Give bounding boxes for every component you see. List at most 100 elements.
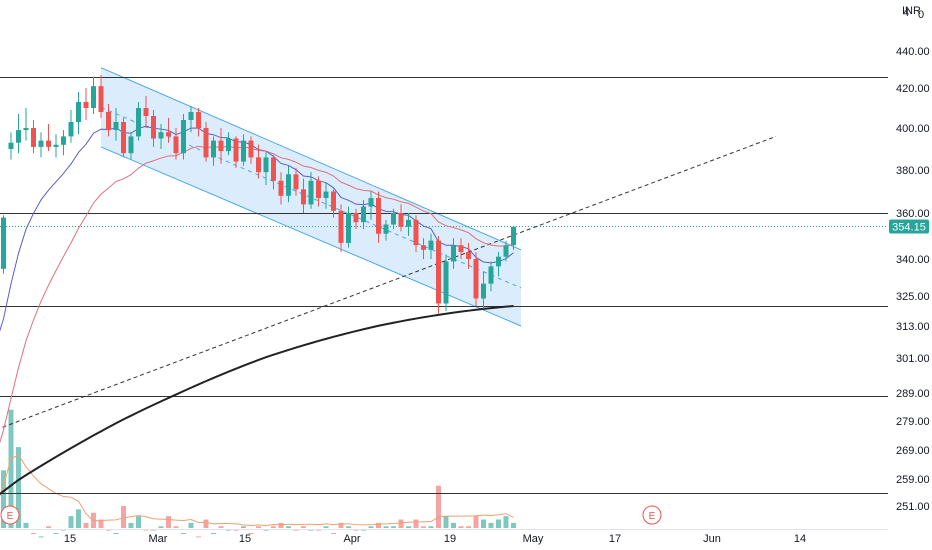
- x-tick-label: Jun: [703, 533, 721, 545]
- volume-bar: [398, 519, 404, 528]
- volume-bar: [241, 526, 246, 528]
- candle-body: [338, 210, 344, 243]
- candle-body: [98, 86, 104, 112]
- candle-body: [346, 213, 351, 243]
- volume-bar: [316, 529, 321, 531]
- candle-body: [361, 206, 366, 223]
- y-tick-label: 313.00: [896, 321, 930, 333]
- candle-body: [166, 132, 171, 137]
- volume-bar: [361, 529, 366, 531]
- volume-bar: [128, 522, 134, 528]
- ema-fast-line: [0, 125, 514, 332]
- y-tick-label: 301.00: [896, 353, 930, 365]
- volume-bar: [76, 509, 81, 528]
- y-axis-panel[interactable]: [888, 0, 932, 530]
- candle-body: [68, 122, 74, 137]
- candle-body: [451, 245, 456, 262]
- earnings-marker-label: E: [7, 511, 14, 522]
- candle-body: [331, 191, 336, 211]
- x-tick-label: 15: [239, 533, 251, 545]
- volume-bar: [383, 526, 389, 528]
- volume-bar: [113, 533, 119, 534]
- volume-bar: [271, 526, 276, 528]
- dashed-trend-line: [0, 135, 777, 429]
- volume-bar: [196, 536, 201, 538]
- candle-body: [368, 197, 374, 207]
- candle-body: [248, 140, 254, 158]
- volume-bar: [166, 516, 171, 528]
- volume-bar: [451, 522, 456, 528]
- volume-bar: [38, 536, 44, 538]
- volume-bar: [83, 522, 89, 528]
- long-moving-average-line: [0, 304, 514, 496]
- candle-body: [181, 120, 186, 154]
- candle-body: [376, 197, 381, 234]
- candle-body: [113, 122, 119, 131]
- candle-body: [406, 219, 411, 227]
- x-tick-label: May: [523, 533, 544, 545]
- volume-bar: [143, 529, 149, 531]
- volume-bar: [488, 522, 494, 528]
- candle-body: [136, 108, 141, 137]
- candle-body: [286, 174, 291, 196]
- volume-bar: [511, 522, 516, 528]
- candle-body: [511, 226, 516, 246]
- volume-bar: [121, 506, 126, 528]
- candle-body: [196, 112, 201, 128]
- volume-bar: [286, 526, 291, 528]
- volume-bar: [301, 526, 306, 528]
- candle-body: [46, 140, 51, 147]
- candle-body: [106, 112, 111, 131]
- volume-bar: [61, 529, 66, 531]
- volume-bar: [421, 526, 426, 528]
- volume-bar: [503, 516, 509, 528]
- earnings-marker-label: E: [649, 511, 656, 522]
- candle-body: [233, 138, 239, 162]
- candle-body: [263, 157, 269, 173]
- volume-bar: [346, 526, 351, 528]
- candle-body: [8, 142, 14, 149]
- volume-bar: [256, 526, 261, 528]
- candle-body: [16, 130, 21, 143]
- horizontal-levels: [0, 77, 888, 494]
- candle-body: [488, 266, 494, 284]
- volume-bar: [233, 529, 239, 531]
- y-tick-label: 360.00: [896, 208, 930, 220]
- y-tick-label: 340.00: [896, 254, 930, 266]
- candle-body: [143, 108, 149, 116]
- candle-body: [278, 180, 284, 196]
- candle-body: [188, 112, 194, 120]
- candle-body: [383, 224, 389, 234]
- channel-upper-line: [100, 67, 522, 251]
- x-tick-label: 19: [444, 533, 456, 545]
- volume-bar: [16, 447, 21, 528]
- candle-body: [481, 283, 486, 299]
- earnings-marker: [642, 505, 662, 525]
- y-tick-label: 400.00: [896, 123, 930, 135]
- volume-bar: [481, 519, 486, 528]
- volume-bar: [323, 526, 329, 528]
- candle-body: [151, 116, 156, 139]
- volume-bar: [443, 516, 449, 528]
- y-tick-label: 269.00: [896, 445, 930, 457]
- candle-body: [428, 240, 434, 250]
- candle-body: [421, 245, 426, 250]
- x-tick-label: Apr: [343, 533, 360, 545]
- volume-bar: [173, 526, 179, 528]
- candle-body: [436, 240, 441, 304]
- volume-bar: [151, 529, 156, 531]
- volume-bar: [428, 526, 434, 528]
- candle-body: [466, 252, 471, 259]
- volume-bar: [308, 529, 314, 531]
- candle-body: [241, 140, 246, 162]
- currency-label: INR: [902, 5, 921, 17]
- y-tick-label: 251.00: [896, 501, 930, 513]
- candle-body: [173, 136, 179, 154]
- volume-bar: [226, 529, 231, 531]
- candle-body: [121, 122, 126, 154]
- volume-bar: [218, 526, 224, 528]
- y-tick-label: 279.00: [896, 416, 930, 428]
- volume-bar: [23, 522, 29, 528]
